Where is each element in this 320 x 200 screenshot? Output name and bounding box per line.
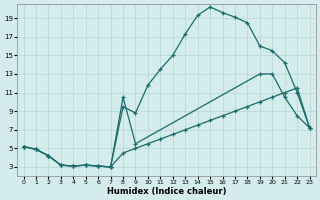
X-axis label: Humidex (Indice chaleur): Humidex (Indice chaleur)	[107, 187, 226, 196]
